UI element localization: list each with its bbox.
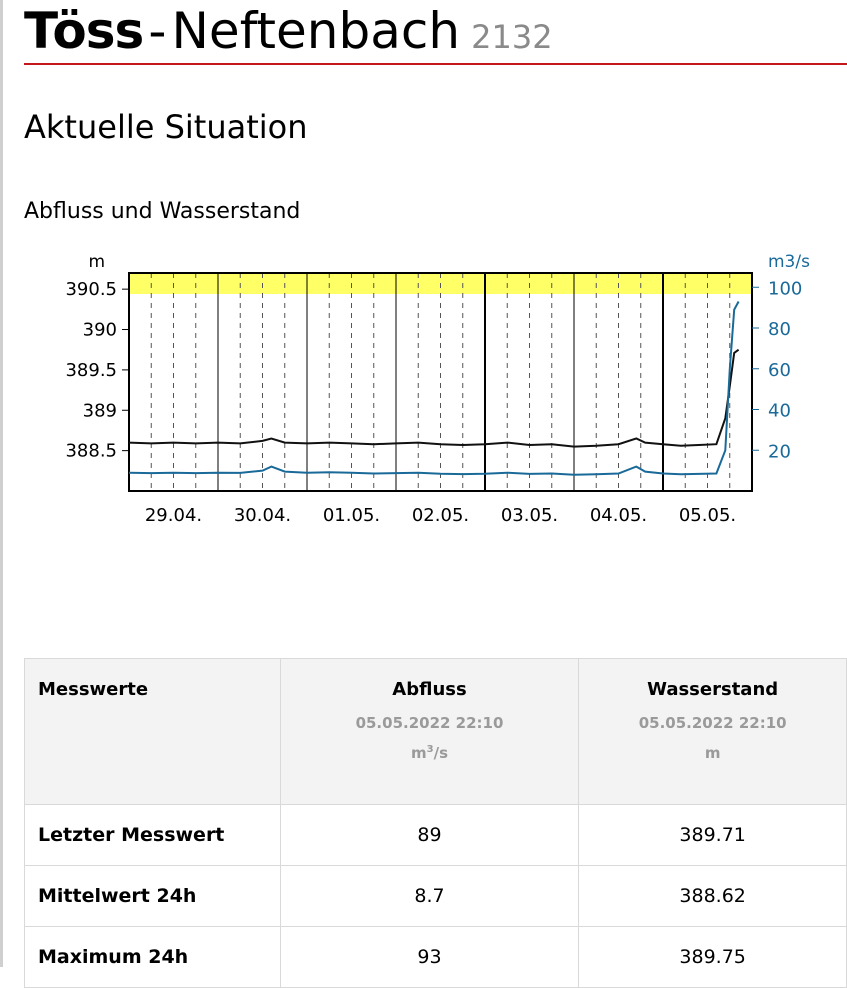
table-row: Maximum 24h 93 389.75 xyxy=(24,926,847,988)
chart-frame xyxy=(128,272,753,492)
abfluss-value: 93 xyxy=(279,926,580,988)
x-axis-tick-label: 30.04. xyxy=(234,505,291,526)
left-axis-unit: m xyxy=(88,252,105,272)
river-name: Töss xyxy=(24,2,144,60)
right-axis-tick-label: 100 xyxy=(768,278,802,299)
header-wasserstand-unit: m xyxy=(704,744,721,762)
table-header-row: Messwerte Abfluss 05.05.2022 22:10 m3/s … xyxy=(24,658,847,805)
row-label: Mittelwert 24h xyxy=(24,865,281,927)
header-messwerte: Messwerte xyxy=(24,658,281,805)
station-id: 2132 xyxy=(471,18,553,56)
right-axis-tick-label: 40 xyxy=(768,401,791,422)
header-abfluss-time: 05.05.2022 22:10 xyxy=(355,714,504,732)
right-axis-tick-label: 60 xyxy=(768,360,791,381)
chart-title: Abfluss und Wasserstand xyxy=(24,199,301,224)
x-axis-tick-label: 03.05. xyxy=(501,505,558,526)
row-label: Maximum 24h xyxy=(24,926,281,988)
table-row: Mittelwert 24h 8.7 388.62 xyxy=(24,865,847,927)
header-wasserstand: Wasserstand 05.05.2022 22:10 m xyxy=(578,658,847,805)
left-axis-tick-label: 389.5 xyxy=(65,360,117,381)
station-place: Neftenbach xyxy=(171,2,461,60)
abfluss-value: 8.7 xyxy=(279,865,580,927)
right-axis-unit: m3/s xyxy=(768,252,810,272)
title-separator: - xyxy=(148,2,167,60)
wasserstand-value: 389.71 xyxy=(578,804,847,866)
series-line-wasserstand xyxy=(128,348,740,448)
page-left-border xyxy=(0,0,3,967)
x-axis-tick-label: 02.05. xyxy=(412,505,469,526)
abfluss-value: 89 xyxy=(279,804,580,866)
header-abfluss: Abfluss 05.05.2022 22:10 m3/s xyxy=(279,658,580,805)
page-title: Töss - Neftenbach 2132 xyxy=(24,2,553,60)
header-abfluss-unit: m3/s xyxy=(410,744,449,762)
title-underline xyxy=(24,63,847,65)
right-axis-tick-label: 80 xyxy=(768,319,791,340)
measurements-table: Messwerte Abfluss 05.05.2022 22:10 m3/s … xyxy=(24,658,847,988)
x-axis-tick-label: 01.05. xyxy=(323,505,380,526)
header-wasserstand-time: 05.05.2022 22:10 xyxy=(638,714,787,732)
left-axis-tick-label: 388.5 xyxy=(65,441,117,462)
wasserstand-value: 389.75 xyxy=(578,926,847,988)
left-axis-tick-label: 390 xyxy=(83,320,117,341)
wasserstand-value: 388.62 xyxy=(578,865,847,927)
x-axis-tick-label: 29.04. xyxy=(145,505,202,526)
row-label: Letzter Messwert xyxy=(24,804,281,866)
right-axis-tick-label: 20 xyxy=(768,441,791,462)
section-title: Aktuelle Situation xyxy=(24,108,308,146)
series-line-abfluss xyxy=(128,301,740,476)
table-row: Letzter Messwert 89 389.71 xyxy=(24,804,847,866)
header-wasserstand-name: Wasserstand xyxy=(647,679,779,700)
header-abfluss-name: Abfluss xyxy=(392,679,467,700)
x-axis-tick-label: 05.05. xyxy=(679,505,736,526)
left-axis-tick-label: 390.5 xyxy=(65,279,117,300)
left-axis-tick-label: 389 xyxy=(83,400,117,421)
discharge-level-chart: 390.5 390 389.5 389 388.5 100 80 60 40 20 m m3/s 29.… xyxy=(65,252,810,526)
x-axis-tick-label: 04.05. xyxy=(590,505,647,526)
